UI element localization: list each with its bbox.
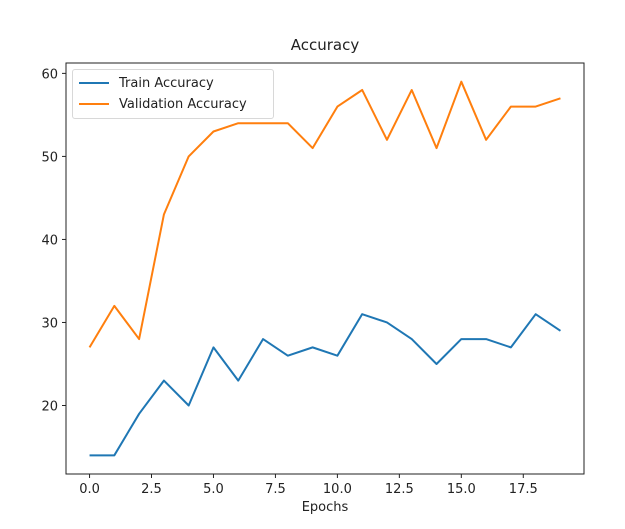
series-line-0 xyxy=(89,313,562,457)
x-axis-ticks: 0.0 2.5 5.0 7.5 10.0 12.5 15.0 17.5 xyxy=(79,474,538,497)
y-tick-label: 30 xyxy=(41,316,58,331)
x-tick-label: 0.0 xyxy=(79,482,100,497)
y-tick-label: 40 xyxy=(41,233,58,248)
x-tick-label: 7.5 xyxy=(265,482,286,497)
legend-label-validation: Validation Accuracy xyxy=(119,96,247,112)
y-axis-ticks: 20 30 40 50 60 xyxy=(41,67,66,415)
x-tick-label: 10.0 xyxy=(323,482,352,497)
x-tick-label: 2.5 xyxy=(141,482,162,497)
axes-frame xyxy=(65,62,585,475)
x-tick-label: 15.0 xyxy=(447,482,476,497)
x-axis-label: Epochs xyxy=(301,500,349,515)
x-tick-label: 12.5 xyxy=(385,482,414,497)
y-tick-label: 50 xyxy=(41,150,58,165)
legend: Train Accuracy Validation Accuracy xyxy=(72,69,274,119)
x-tick-label: 5.0 xyxy=(203,482,224,497)
legend-swatch-train-icon xyxy=(79,82,109,84)
x-tick-label: 17.5 xyxy=(509,482,538,497)
legend-item-validation: Validation Accuracy xyxy=(79,94,247,114)
y-tick-label: 60 xyxy=(41,67,58,82)
legend-label-train: Train Accuracy xyxy=(119,75,214,91)
plot-lines xyxy=(88,80,562,457)
legend-swatch-validation-icon xyxy=(79,103,109,105)
chart-title: Accuracy xyxy=(290,36,360,54)
y-tick-label: 20 xyxy=(41,400,58,415)
series-line-1 xyxy=(88,80,561,348)
legend-item-train: Train Accuracy xyxy=(79,73,214,93)
